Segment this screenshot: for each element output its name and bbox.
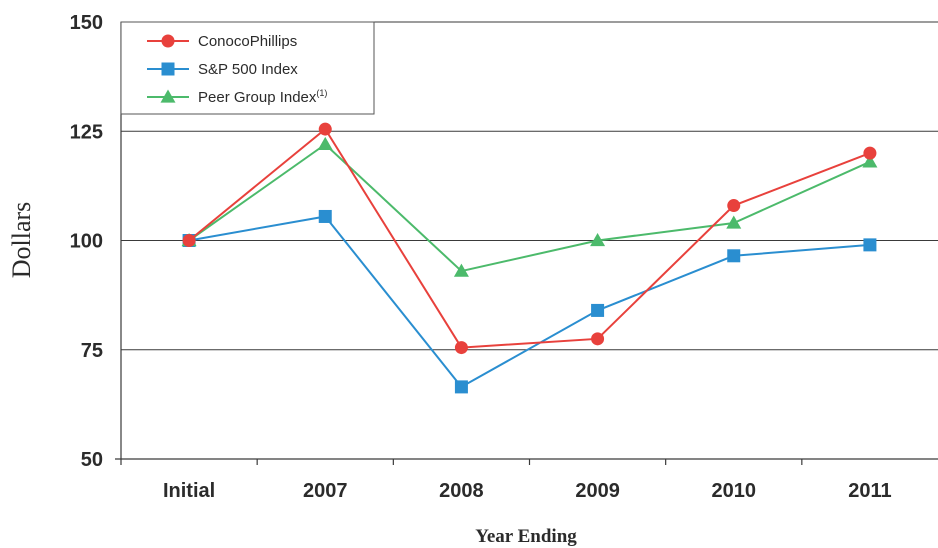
legend-entry: ConocoPhillips <box>147 33 297 50</box>
data-point <box>590 233 606 247</box>
y-tick-label: 75 <box>81 340 103 362</box>
x-axis-title: Year Ending <box>475 526 577 547</box>
legend-entry: S&P 500 Index <box>147 61 298 78</box>
data-point <box>727 249 741 263</box>
data-point <box>317 136 333 150</box>
series-line <box>188 127 871 349</box>
y-tick-label: 50 <box>81 449 103 471</box>
data-point <box>727 199 741 213</box>
x-tick-label: 2009 <box>575 480 620 502</box>
y-tick-label: 125 <box>70 121 103 143</box>
legend-entry: Peer Group Index(1) <box>147 88 327 106</box>
x-tick-label: 2011 <box>848 480 891 502</box>
y-tick-label: 150 <box>70 12 103 34</box>
series-line <box>188 143 871 273</box>
legend-marker <box>161 62 175 76</box>
legend-label: Peer Group Index(1) <box>198 88 327 106</box>
legend-label: S&P 500 Index <box>198 61 298 78</box>
y-tick-labels: 50 75 100 125 150 <box>70 12 103 471</box>
data-point <box>591 303 605 317</box>
series-square <box>182 209 877 394</box>
x-tick-label: 2007 <box>303 480 348 502</box>
x-tick-label: 2008 <box>439 480 484 502</box>
legend: ConocoPhillips S&P 500 Index Peer Group In… <box>120 21 375 115</box>
x-tick-label: 2010 <box>712 480 757 502</box>
legend-marker <box>160 89 176 103</box>
data-point <box>318 122 332 136</box>
data-point <box>182 234 196 247</box>
data-point <box>318 209 332 223</box>
y-axis-title: Dollars <box>7 202 36 279</box>
series-triangle <box>181 136 878 277</box>
data-point <box>863 238 877 252</box>
data-point <box>453 263 469 277</box>
data-point <box>454 380 468 394</box>
x-tick-labels: Initial 2007 2008 2009 2010 2011 <box>163 480 892 502</box>
data-point <box>863 146 877 160</box>
data-point <box>862 154 878 168</box>
legend-marker <box>161 34 175 48</box>
series-circle <box>182 122 877 355</box>
x-tick-label: Initial <box>163 480 215 502</box>
y-tick-label: 100 <box>70 231 103 253</box>
data-point <box>726 215 742 229</box>
data-point <box>454 341 468 355</box>
series-line <box>188 215 870 389</box>
legend-label: ConocoPhillips <box>198 33 297 50</box>
data-series <box>181 122 878 394</box>
data-point <box>591 332 605 346</box>
